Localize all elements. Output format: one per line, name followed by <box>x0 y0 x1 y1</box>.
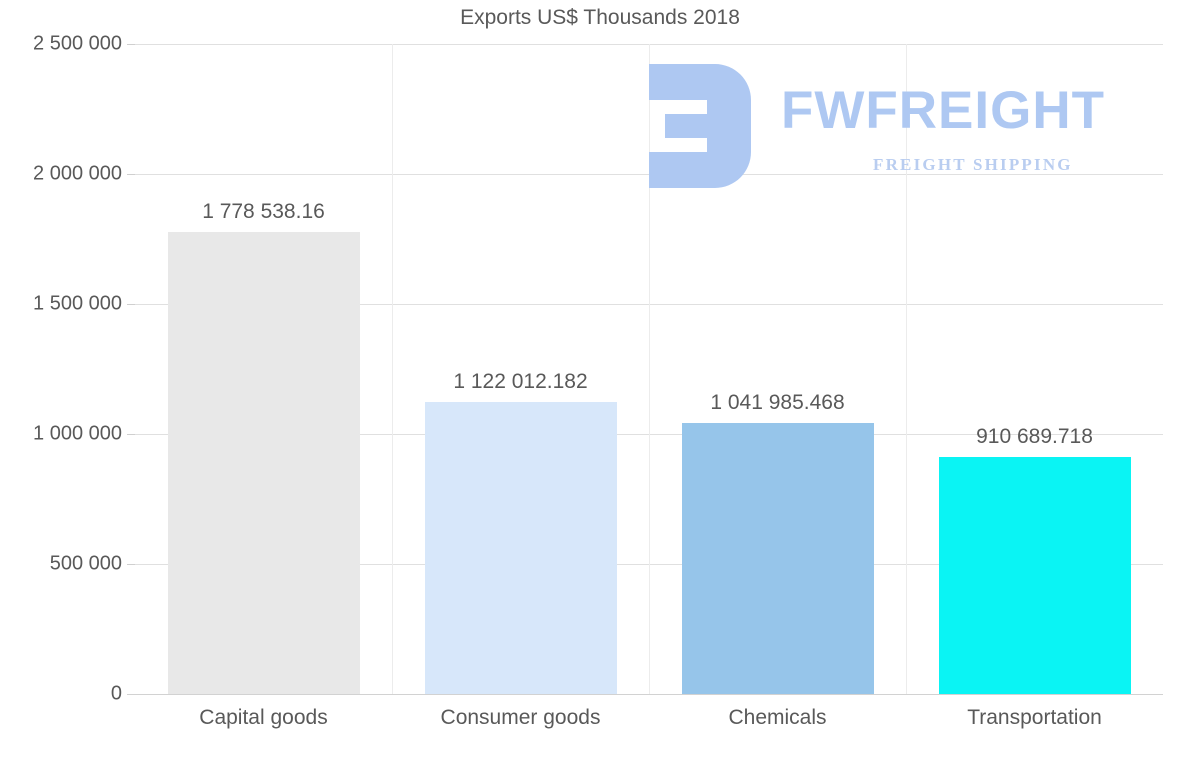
y-axis-tick-label: 2 000 000 <box>33 162 122 185</box>
y-axis-tick-mark <box>127 434 135 435</box>
gridline-vertical <box>906 44 907 694</box>
gridline-vertical <box>649 44 650 694</box>
bar[interactable] <box>167 231 360 694</box>
bar[interactable] <box>938 457 1131 694</box>
y-axis-tick-mark <box>127 174 135 175</box>
y-axis-tick-label: 0 <box>110 682 122 705</box>
x-axis-tick-label: Capital goods <box>199 706 328 729</box>
y-axis-tick-mark <box>127 304 135 305</box>
y-axis-tick-label: 2 500 000 <box>33 32 122 55</box>
bar-value-label: 1 122 012.182 <box>453 370 588 394</box>
y-axis-tick-mark <box>127 44 135 45</box>
chart-title: Exports US$ Thousands 2018 <box>460 6 740 29</box>
x-axis-tick-label: Chemicals <box>728 706 827 729</box>
y-axis-tick-label: 500 000 <box>49 552 122 575</box>
y-axis-tick-mark <box>127 564 135 565</box>
x-axis-tick-label: Consumer goods <box>440 706 601 729</box>
bar-value-label: 1 778 538.16 <box>202 199 325 223</box>
x-axis-line <box>127 694 1163 695</box>
bar-value-label: 910 689.718 <box>976 425 1093 449</box>
plot-area <box>135 44 1163 695</box>
bar[interactable] <box>424 402 617 694</box>
bar-value-label: 1 041 985.468 <box>710 391 845 415</box>
y-axis-tick-label: 1 000 000 <box>33 422 122 445</box>
x-axis-tick-label: Transportation <box>967 706 1102 729</box>
bar[interactable] <box>681 423 874 694</box>
y-axis-tick-label: 1 500 000 <box>33 292 122 315</box>
gridline-vertical <box>392 44 393 694</box>
